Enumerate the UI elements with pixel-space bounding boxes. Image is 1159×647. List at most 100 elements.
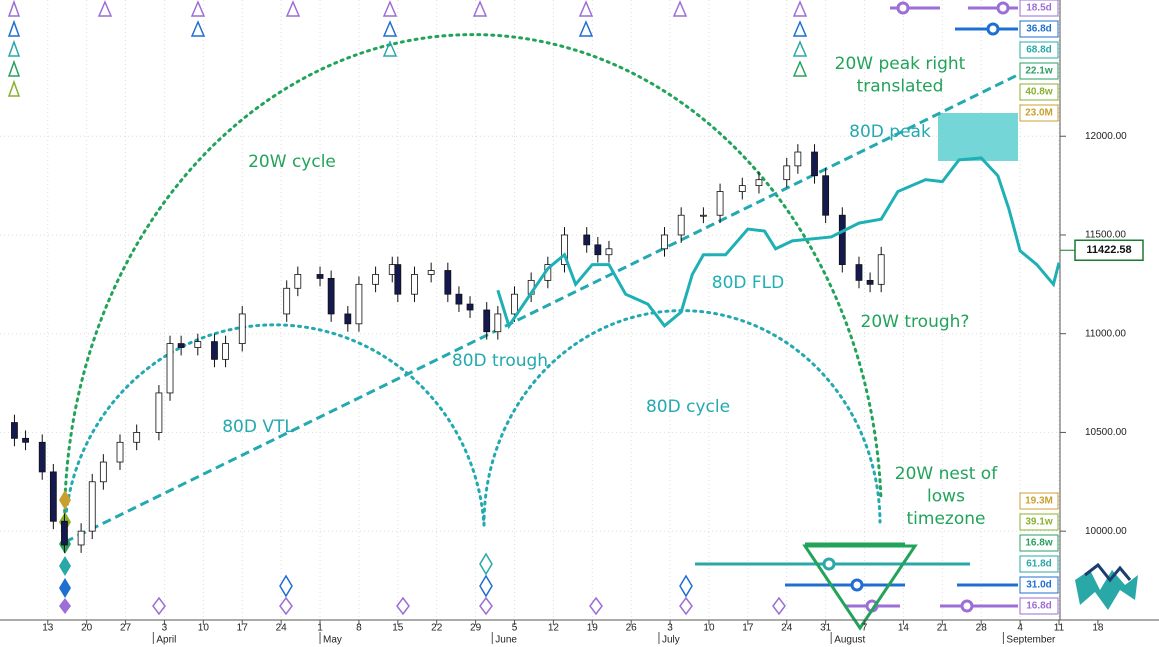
candle-body — [61, 520, 68, 546]
candle-body — [511, 293, 518, 315]
cycle-box-label: 16.8w — [1025, 538, 1052, 549]
candle-body — [394, 264, 402, 295]
x-tick-label: 24 — [781, 623, 793, 634]
annotation: 80D cycle — [646, 397, 730, 417]
fld-line — [496, 156, 1061, 330]
y-tick-label: 11000.00 — [1085, 328, 1126, 339]
candle-body — [88, 481, 96, 532]
candle-body — [11, 422, 18, 439]
candle-body — [49, 471, 57, 522]
x-tick-label: 3 — [667, 623, 673, 634]
candle-body — [411, 274, 418, 295]
candle-body — [77, 530, 85, 546]
cycle-box — [1019, 534, 1059, 552]
range-bars — [695, 1, 1018, 631]
candle-body — [594, 244, 602, 256]
candle-body — [22, 437, 29, 443]
candle-body — [283, 287, 291, 315]
candle-body — [700, 214, 707, 217]
cycle-markers-bottom — [59, 490, 786, 616]
x-tick-label: 5 — [512, 623, 518, 634]
candle-body — [561, 234, 568, 265]
x-tick-label: 4 — [1017, 623, 1023, 634]
candle-body — [866, 279, 874, 285]
candle-body — [466, 303, 474, 311]
y-tick-label: 11500.00 — [1085, 230, 1126, 241]
annotation: 20W cycle — [248, 152, 336, 172]
cycle-box-label: 23.0M — [1025, 108, 1053, 119]
last-price-box — [1074, 239, 1144, 262]
annotation: 20W nest of — [895, 464, 998, 484]
cycle-box-label: 18.5d — [1026, 3, 1052, 14]
x-tick-label: 15 — [392, 623, 404, 634]
cycle-box — [1019, 576, 1059, 594]
x-tick-label: 22 — [431, 623, 443, 634]
annotation: lows — [927, 487, 965, 507]
candle-body — [877, 254, 885, 285]
x-tick-label: 24 — [276, 623, 288, 634]
candle-body — [838, 214, 846, 265]
x-tick-label: 13 — [42, 623, 54, 634]
candle-body — [222, 343, 229, 360]
x-tick-label: 18 — [1092, 623, 1104, 634]
vtl-line — [64, 62, 1041, 544]
candle-body — [855, 264, 863, 281]
candle-body — [483, 309, 491, 333]
candle-body — [822, 175, 830, 216]
candle-body — [177, 343, 185, 348]
cycle-box-label: 61.8d — [1026, 559, 1052, 570]
cycle-box — [1019, 513, 1059, 531]
x-tick-label: 20 — [81, 623, 93, 634]
month-label: May — [323, 635, 342, 646]
y-tick-label: 10000.00 — [1085, 526, 1127, 537]
cycle-box — [1019, 555, 1059, 573]
y-tick-label: 12000.00 — [1085, 131, 1127, 142]
peak-zone — [938, 113, 1018, 161]
candle-body — [605, 248, 613, 256]
last-price-label: 11422.58 — [1086, 244, 1131, 256]
candle-body — [755, 179, 763, 187]
20w-cycle-arc — [63, 33, 883, 542]
cycle-box — [1019, 104, 1059, 122]
x-tick-label: 7 — [862, 623, 868, 634]
candle-body — [738, 185, 746, 192]
cycle-box — [1019, 20, 1059, 38]
candle-body — [211, 341, 218, 360]
x-tick-label: 8 — [356, 623, 362, 634]
candle-body — [494, 313, 502, 333]
cycle-box — [1019, 597, 1059, 615]
candle-body — [427, 270, 435, 275]
candle-body — [99, 461, 107, 483]
x-tick-label: 10 — [198, 623, 210, 634]
month-label: June — [495, 635, 517, 646]
cycle-box-label: 19.3M — [1025, 496, 1053, 507]
month-label: September — [1006, 635, 1056, 646]
annotation: 80D trough — [452, 351, 548, 371]
cycle-box — [1019, 492, 1059, 510]
annotation: translated — [857, 77, 944, 97]
cycle-box-label: 39.1w — [1025, 517, 1052, 528]
annotation: 20W trough? — [861, 312, 970, 332]
annotation: timezone — [907, 509, 986, 529]
candle-body — [294, 274, 302, 289]
cycle-box-label: 22.1w — [1025, 66, 1052, 77]
80d-cycle-arc — [63, 323, 486, 527]
x-tick-label: 1 — [317, 623, 323, 634]
candle-body — [38, 441, 46, 473]
cycle-box — [1019, 62, 1059, 80]
candle-body — [677, 214, 685, 236]
cycle-box-label: 68.8d — [1026, 45, 1052, 56]
x-tick-label: 14 — [898, 623, 910, 634]
cycle-box — [1019, 0, 1059, 17]
cycle-markers-top — [7, 0, 808, 97]
candle-body — [166, 343, 174, 394]
month-label: August — [834, 635, 865, 646]
candle-body — [116, 441, 124, 463]
annotation: 20W peak right — [835, 54, 966, 74]
candle-body — [783, 165, 791, 181]
candle-body — [327, 278, 335, 315]
month-label: July — [662, 635, 680, 646]
candle-body — [344, 313, 352, 325]
